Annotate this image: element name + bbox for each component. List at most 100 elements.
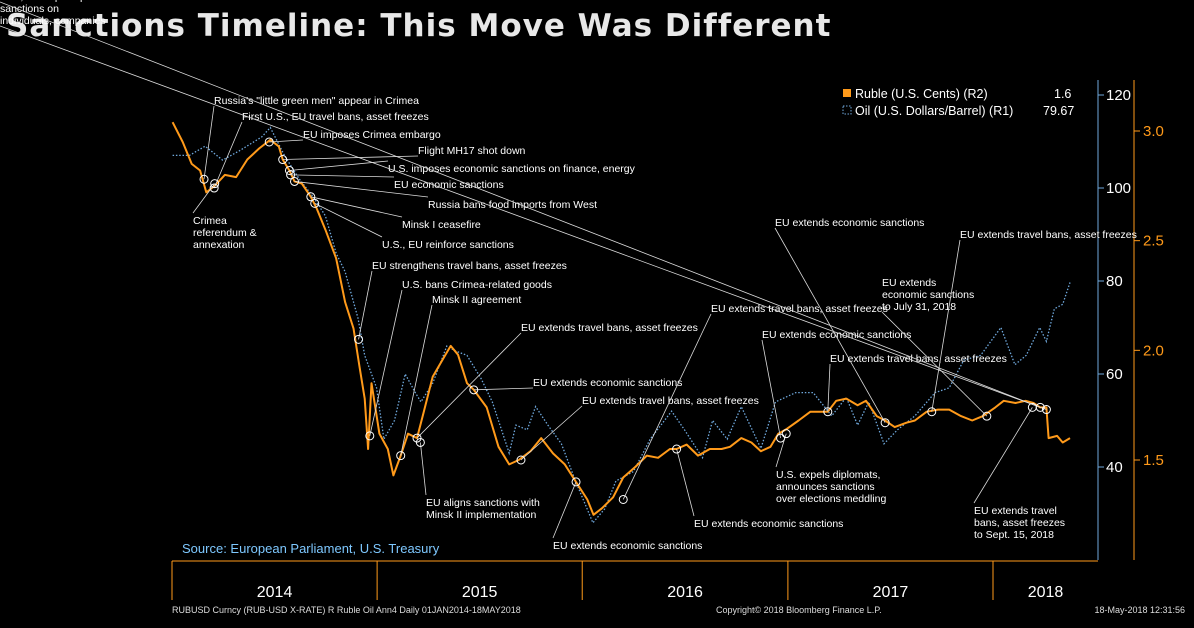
annotation-marker [672, 444, 682, 454]
annotation-label-line: EU economic sanctions [394, 179, 504, 191]
annotation-marker [469, 385, 479, 395]
annotation-label: EU extends travel bans, asset freezes [711, 303, 888, 315]
annotation-label: EU extends economic sanctions to July 31, … [882, 277, 974, 313]
annotation-label-line: U.S., EU expel diplomats [0, 0, 117, 3]
annotation-label: EU extends travel bans, asset freezes [960, 229, 1137, 241]
annotation-label: EU extends economic sanctions [553, 540, 702, 552]
annotation-marker [415, 437, 425, 447]
annotation-label: Flight MH17 shot down [418, 145, 526, 157]
annotation-label-line: EU extends travel bans, asset freezes [521, 322, 698, 334]
annotation-leader [0, 1, 1041, 408]
annotation-label-line: EU extends economic sanctions [533, 377, 682, 389]
annotation-label-line: EU extends economic sanctions [762, 329, 911, 341]
annotation-label-line: EU extends economic sanctions [694, 518, 843, 530]
annotation-leader [282, 155, 419, 160]
annotation-label-line: EU extends travel bans, asset freezes [830, 353, 1007, 365]
annotation-label: Minsk II agreement [432, 294, 521, 306]
year-label-2015: 2015 [462, 584, 498, 601]
annotation-label: EU extends travel bans, asset freezes [582, 395, 759, 407]
footer-left: RUBUSD Curncy (RUB-USD X-RATE) R Ruble O… [172, 605, 521, 615]
oil-series-layer [172, 126, 1071, 525]
ruble-series-line [171, 121, 1071, 516]
annotation-label-line: EU extends travel bans, asset freezes [582, 395, 759, 407]
annotation-label: U.S. expels diplomats, announces sanction… [776, 469, 886, 505]
annotation-label-line: EU aligns sanctions with [426, 497, 540, 509]
annotation-label: EU extends economic sanctions [533, 377, 682, 389]
annotation-leader [314, 203, 383, 238]
legend-swatch-ruble [843, 89, 851, 97]
annotation-leader [0, 25, 1047, 410]
annotation-leader [552, 481, 577, 539]
annotation-label-line: EU extends travel bans, asset freezes [960, 229, 1137, 241]
legend-value-oil: 79.67 [1043, 104, 1074, 118]
annotation-label-line: First U.S., EU travel bans, asset freeze… [242, 111, 429, 123]
annotation-leader [473, 387, 534, 391]
annotation-marker [286, 170, 296, 180]
year-label-2014: 2014 [257, 584, 293, 601]
left-axis-tick-label: 80 [1106, 273, 1123, 290]
year-label-2016: 2016 [667, 584, 703, 601]
annotation-label-line: individuals, companies [0, 15, 106, 27]
left-axis-tick-label: 120 [1106, 87, 1131, 104]
annotation-label: EU economic sanctions [394, 179, 504, 191]
annotation-label: EU extends economic sanctions [775, 217, 924, 229]
annotation-marker [290, 176, 300, 186]
annotation-label-line: EU extends travel bans, asset freezes [711, 303, 888, 315]
annotation-label-line: referendum & [193, 227, 257, 239]
annotation-label-line: announces sanctions [776, 481, 875, 493]
annotation-label-line: Flight MH17 shot down [418, 145, 526, 157]
annotation-label-line: U.S. expels diplomats, [776, 469, 880, 481]
source-note: Source: European Parliament, U.S. Treasu… [182, 541, 440, 556]
annotation-label-line: Minsk II implementation [426, 509, 536, 521]
annotation-leader [622, 313, 712, 500]
annotation-leader [358, 270, 373, 340]
left-axis-tick-label: 60 [1106, 366, 1123, 383]
left-axis-tick-label: 100 [1106, 180, 1131, 197]
annotation-marker [516, 455, 526, 465]
annotation-leader [203, 105, 215, 180]
annotation-label-line: U.S. announces fresh [0, 0, 101, 3]
right-axis-tick-label: 3.0 [1143, 123, 1164, 140]
annotation-marker [284, 165, 294, 175]
annotation-label: EU extends economic sanctions [762, 329, 911, 341]
annotation-marker [278, 155, 288, 165]
annotation-marker [927, 407, 937, 417]
annotation-marker [354, 334, 364, 344]
annotation-leader [369, 289, 403, 436]
legend-label-ruble: Ruble (U.S. Cents) (R2) [855, 87, 988, 101]
annotation-label-line: EU extends economic sanctions [553, 540, 702, 552]
annotation-label-line: bans, asset freezes [974, 517, 1065, 529]
annotation-label-line: Crimea [193, 215, 227, 227]
annotation-label-line: U.S., EU reinforce sanctions [382, 239, 514, 251]
year-label-2018: 2018 [1028, 584, 1064, 601]
annotation-leader [931, 239, 961, 412]
annotation-marker [823, 407, 833, 417]
annotation-label-line: Minsk II agreement [432, 294, 521, 306]
annotation-label-line: Russia's "little green men" appear in Cr… [214, 95, 419, 107]
footer-right: 18-May-2018 12:31:56 [1094, 605, 1185, 615]
left-axis-tick-label: 40 [1106, 459, 1123, 476]
annotation-marker [396, 451, 406, 461]
annotation-label: U.S. announces freshsanctions onindividu… [0, 0, 106, 27]
annotation-leader [213, 121, 243, 189]
annotation-label: U.S. imposes economic sanctions on finan… [388, 163, 636, 175]
annotation-label: Minsk I ceasefire [402, 219, 481, 231]
annotation-leader [676, 448, 695, 517]
annotation-label: U.S., EU expel diplomats [0, 0, 117, 3]
annotation-leader [290, 174, 395, 178]
annotation-label-line: Russia bans food imports from West [428, 199, 597, 211]
annotation-label: EU imposes Crimea embargo [303, 129, 441, 141]
annotation-marker [880, 418, 890, 428]
annotation-marker [306, 192, 316, 202]
annotation-marker [571, 477, 581, 487]
annotation-label-line: to Sept. 15, 2018 [974, 529, 1054, 541]
annotation-label: EU extends travel bans, asset freezes [830, 353, 1007, 365]
annotation-label-line: economic sanctions [882, 289, 974, 301]
annotation-label: U.S. bans Crimea-related goods [402, 279, 552, 291]
annotation-label-line: EU strengthens travel bans, asset freeze… [372, 260, 567, 272]
annotation-marker [618, 494, 628, 504]
annotation-leader [310, 196, 403, 218]
right-axis-tick-label: 1.5 [1143, 452, 1164, 469]
annotation-label: EU extends economic sanctions [694, 518, 843, 530]
annotation-label: EU strengthens travel bans, asset freeze… [372, 260, 567, 272]
